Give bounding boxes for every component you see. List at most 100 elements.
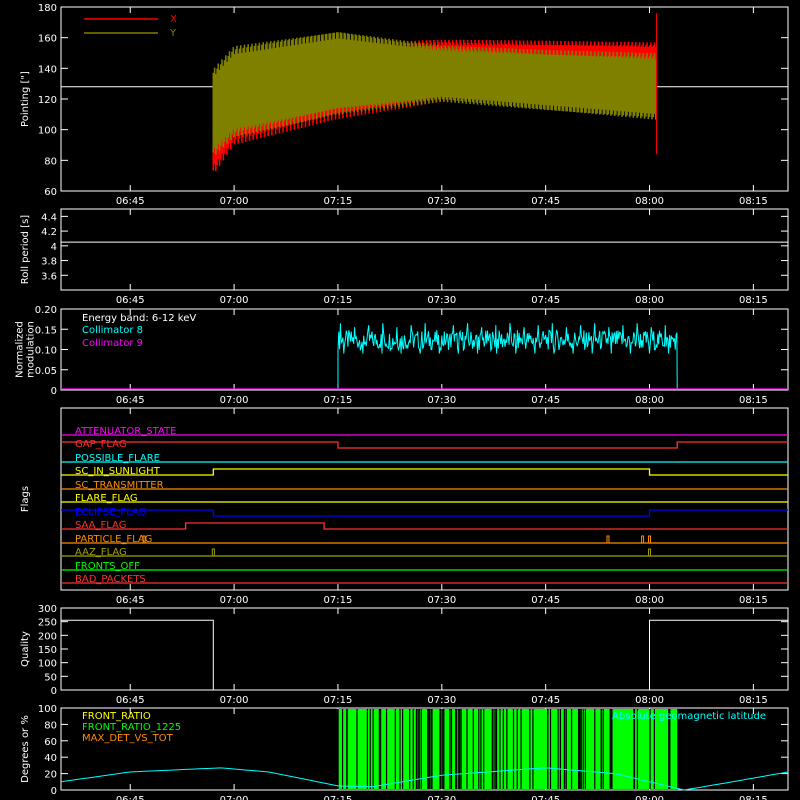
- roll-ytick-label: 3.6: [41, 271, 57, 282]
- legend-collimator-9: Collimator 9: [82, 338, 143, 349]
- quality-xtick-label: 06:45: [116, 695, 145, 706]
- degrees-xtick-label: 07:00: [220, 795, 249, 800]
- legend-front-ratio: FRONT_RATIO: [82, 711, 151, 722]
- quality-ylabel: Quality: [20, 631, 31, 667]
- quality-ytick-label: 300: [38, 604, 57, 615]
- degrees-xtick-label: 07:15: [324, 795, 353, 800]
- legend-max-det-vs-tot: MAX_DET_VS_TOT: [82, 733, 174, 744]
- degrees-xtick-label: 06:45: [116, 795, 145, 800]
- pointing-ytick-label: 100: [38, 126, 57, 137]
- flag-label-possible-flare: POSSIBLE_FLARE: [75, 453, 160, 464]
- flag-label-gap-flag: GAP_FLAG: [75, 439, 127, 450]
- modulation-ylabel: modulation: [26, 321, 37, 378]
- roll-ytick-label: 4.4: [41, 212, 57, 223]
- legend-front-ratio-1225: FRONT_RATIO_1225: [82, 722, 181, 733]
- quality-xtick-label: 07:15: [324, 695, 353, 706]
- flags-xtick-label: 07:00: [220, 595, 249, 606]
- pointing-xtick-label: 07:00: [220, 196, 249, 207]
- degrees-xtick-label: 08:15: [739, 795, 768, 800]
- roll-ytick-label: 4: [51, 242, 57, 253]
- degrees-ytick-label: 80: [44, 720, 57, 731]
- modulation-xtick-label: 06:45: [116, 395, 145, 406]
- quality-xtick-label: 07:45: [531, 695, 560, 706]
- modulation-xtick-label: 07:45: [531, 395, 560, 406]
- flag-spike-aaz-flag: [211, 548, 215, 556]
- pointing-xtick-label: 06:45: [116, 196, 145, 207]
- flag-label-aaz-flag: AAZ_FLAG: [75, 547, 127, 558]
- pointing-ytick-label: 180: [38, 3, 57, 14]
- flag-label-attenuator-state: ATTENUATOR_STATE: [75, 426, 176, 437]
- degrees-ytick-label: 100: [38, 704, 57, 715]
- flag-spike-particle-flag: [648, 535, 652, 543]
- roll-xtick-label: 06:45: [116, 295, 145, 306]
- flag-spike-aaz-flag: [648, 548, 652, 556]
- flag-label-sc-transmitter: SC_TRANSMITTER: [75, 480, 164, 491]
- roll-xtick-label: 07:30: [427, 295, 456, 306]
- quality-ytick-label: 250: [38, 618, 57, 629]
- degrees-ylabel: Degrees or %: [20, 715, 31, 783]
- roll-xtick-label: 08:15: [739, 295, 768, 306]
- roll-frame: [60, 208, 789, 291]
- flag-label-eclipse-flag: ECLIPSE_FLAG: [75, 507, 146, 518]
- modulation-xtick-label: 08:00: [635, 395, 664, 406]
- modulation-ylabel: Normalized: [15, 321, 26, 378]
- degrees-ytick-label: 20: [44, 770, 57, 781]
- flag-label-particle-flag: PARTICLE_FLAG: [75, 534, 152, 545]
- flag-label-flare-flag: FLARE_FLAG: [75, 493, 138, 504]
- flag-label-sc-in-sunlight: SC_IN_SUNLIGHT: [75, 466, 161, 477]
- quality-ytick-label: 100: [38, 659, 57, 670]
- degrees-xtick-label: 07:45: [531, 795, 560, 800]
- pointing-ytick-label: 80: [44, 156, 57, 167]
- modulation-xtick-label: 07:30: [427, 395, 456, 406]
- degrees-ytick-label: 60: [44, 737, 57, 748]
- modulation-ytick-label: 0.20: [35, 305, 57, 316]
- degrees-ytick-label: 40: [44, 753, 57, 764]
- quality-ytick-label: 0: [51, 686, 57, 697]
- modulation-ytick-label: 0: [51, 386, 57, 397]
- modulation-ytick-label: 0.05: [35, 366, 57, 377]
- quality-ytick-label: 50: [44, 672, 57, 683]
- pointing-ytick-label: 120: [38, 95, 57, 106]
- flag-spike-particle-flag: [606, 535, 610, 543]
- degrees-xtick-label: 07:30: [427, 795, 456, 800]
- flag-line-saa-flag: [61, 522, 788, 530]
- flags-xtick-label: 07:15: [324, 595, 353, 606]
- pointing-xtick-label: 08:15: [739, 196, 768, 207]
- pointing-xtick-label: 08:00: [635, 196, 664, 207]
- roll-xtick-label: 07:15: [324, 295, 353, 306]
- legend-x-label: X: [170, 14, 177, 25]
- quality-ytick-label: 150: [38, 645, 57, 656]
- flags-xtick-label: 07:30: [427, 595, 456, 606]
- pointing-ytick-label: 140: [38, 64, 57, 75]
- quality-series: [61, 619, 788, 691]
- roll-xtick-label: 07:45: [531, 295, 560, 306]
- pointing-ytick-label: 60: [44, 187, 57, 198]
- flag-label-fronts-off: FRONTS_OFF: [75, 561, 140, 572]
- pointing-ylabel: Pointing ["]: [20, 71, 31, 127]
- roll-ytick-label: 3.8: [41, 257, 57, 268]
- front-ratio-fill: [337, 709, 678, 789]
- flags-ylabel: Flags: [20, 486, 31, 512]
- roll-xtick-label: 07:00: [220, 295, 249, 306]
- pointing-xtick-label: 07:30: [427, 196, 456, 207]
- roll-ytick-label: 4.2: [41, 227, 57, 238]
- energy-band-annotation: Energy band: 6-12 keV: [82, 313, 196, 324]
- quality-xtick-label: 08:15: [739, 695, 768, 706]
- modulation-xtick-label: 07:00: [220, 395, 249, 406]
- pointing-series-y: [212, 32, 657, 155]
- flag-spike-particle-flag: [142, 535, 146, 543]
- flags-frame: [60, 407, 789, 591]
- quality-xtick-label: 07:30: [427, 695, 456, 706]
- collimator-8-series: [337, 323, 678, 391]
- modulation-xtick-label: 07:15: [324, 395, 353, 406]
- pointing-xtick-label: 07:45: [531, 196, 560, 207]
- flag-line-eclipse-flag: [61, 509, 788, 517]
- pointing-xtick-label: 07:15: [324, 196, 353, 207]
- roll-xtick-label: 08:00: [635, 295, 664, 306]
- flag-line-sc-in-sunlight: [61, 468, 788, 476]
- legend-y-label: Y: [169, 28, 177, 39]
- flags-xtick-label: 06:45: [116, 595, 145, 606]
- flag-spike-particle-flag: [641, 535, 645, 543]
